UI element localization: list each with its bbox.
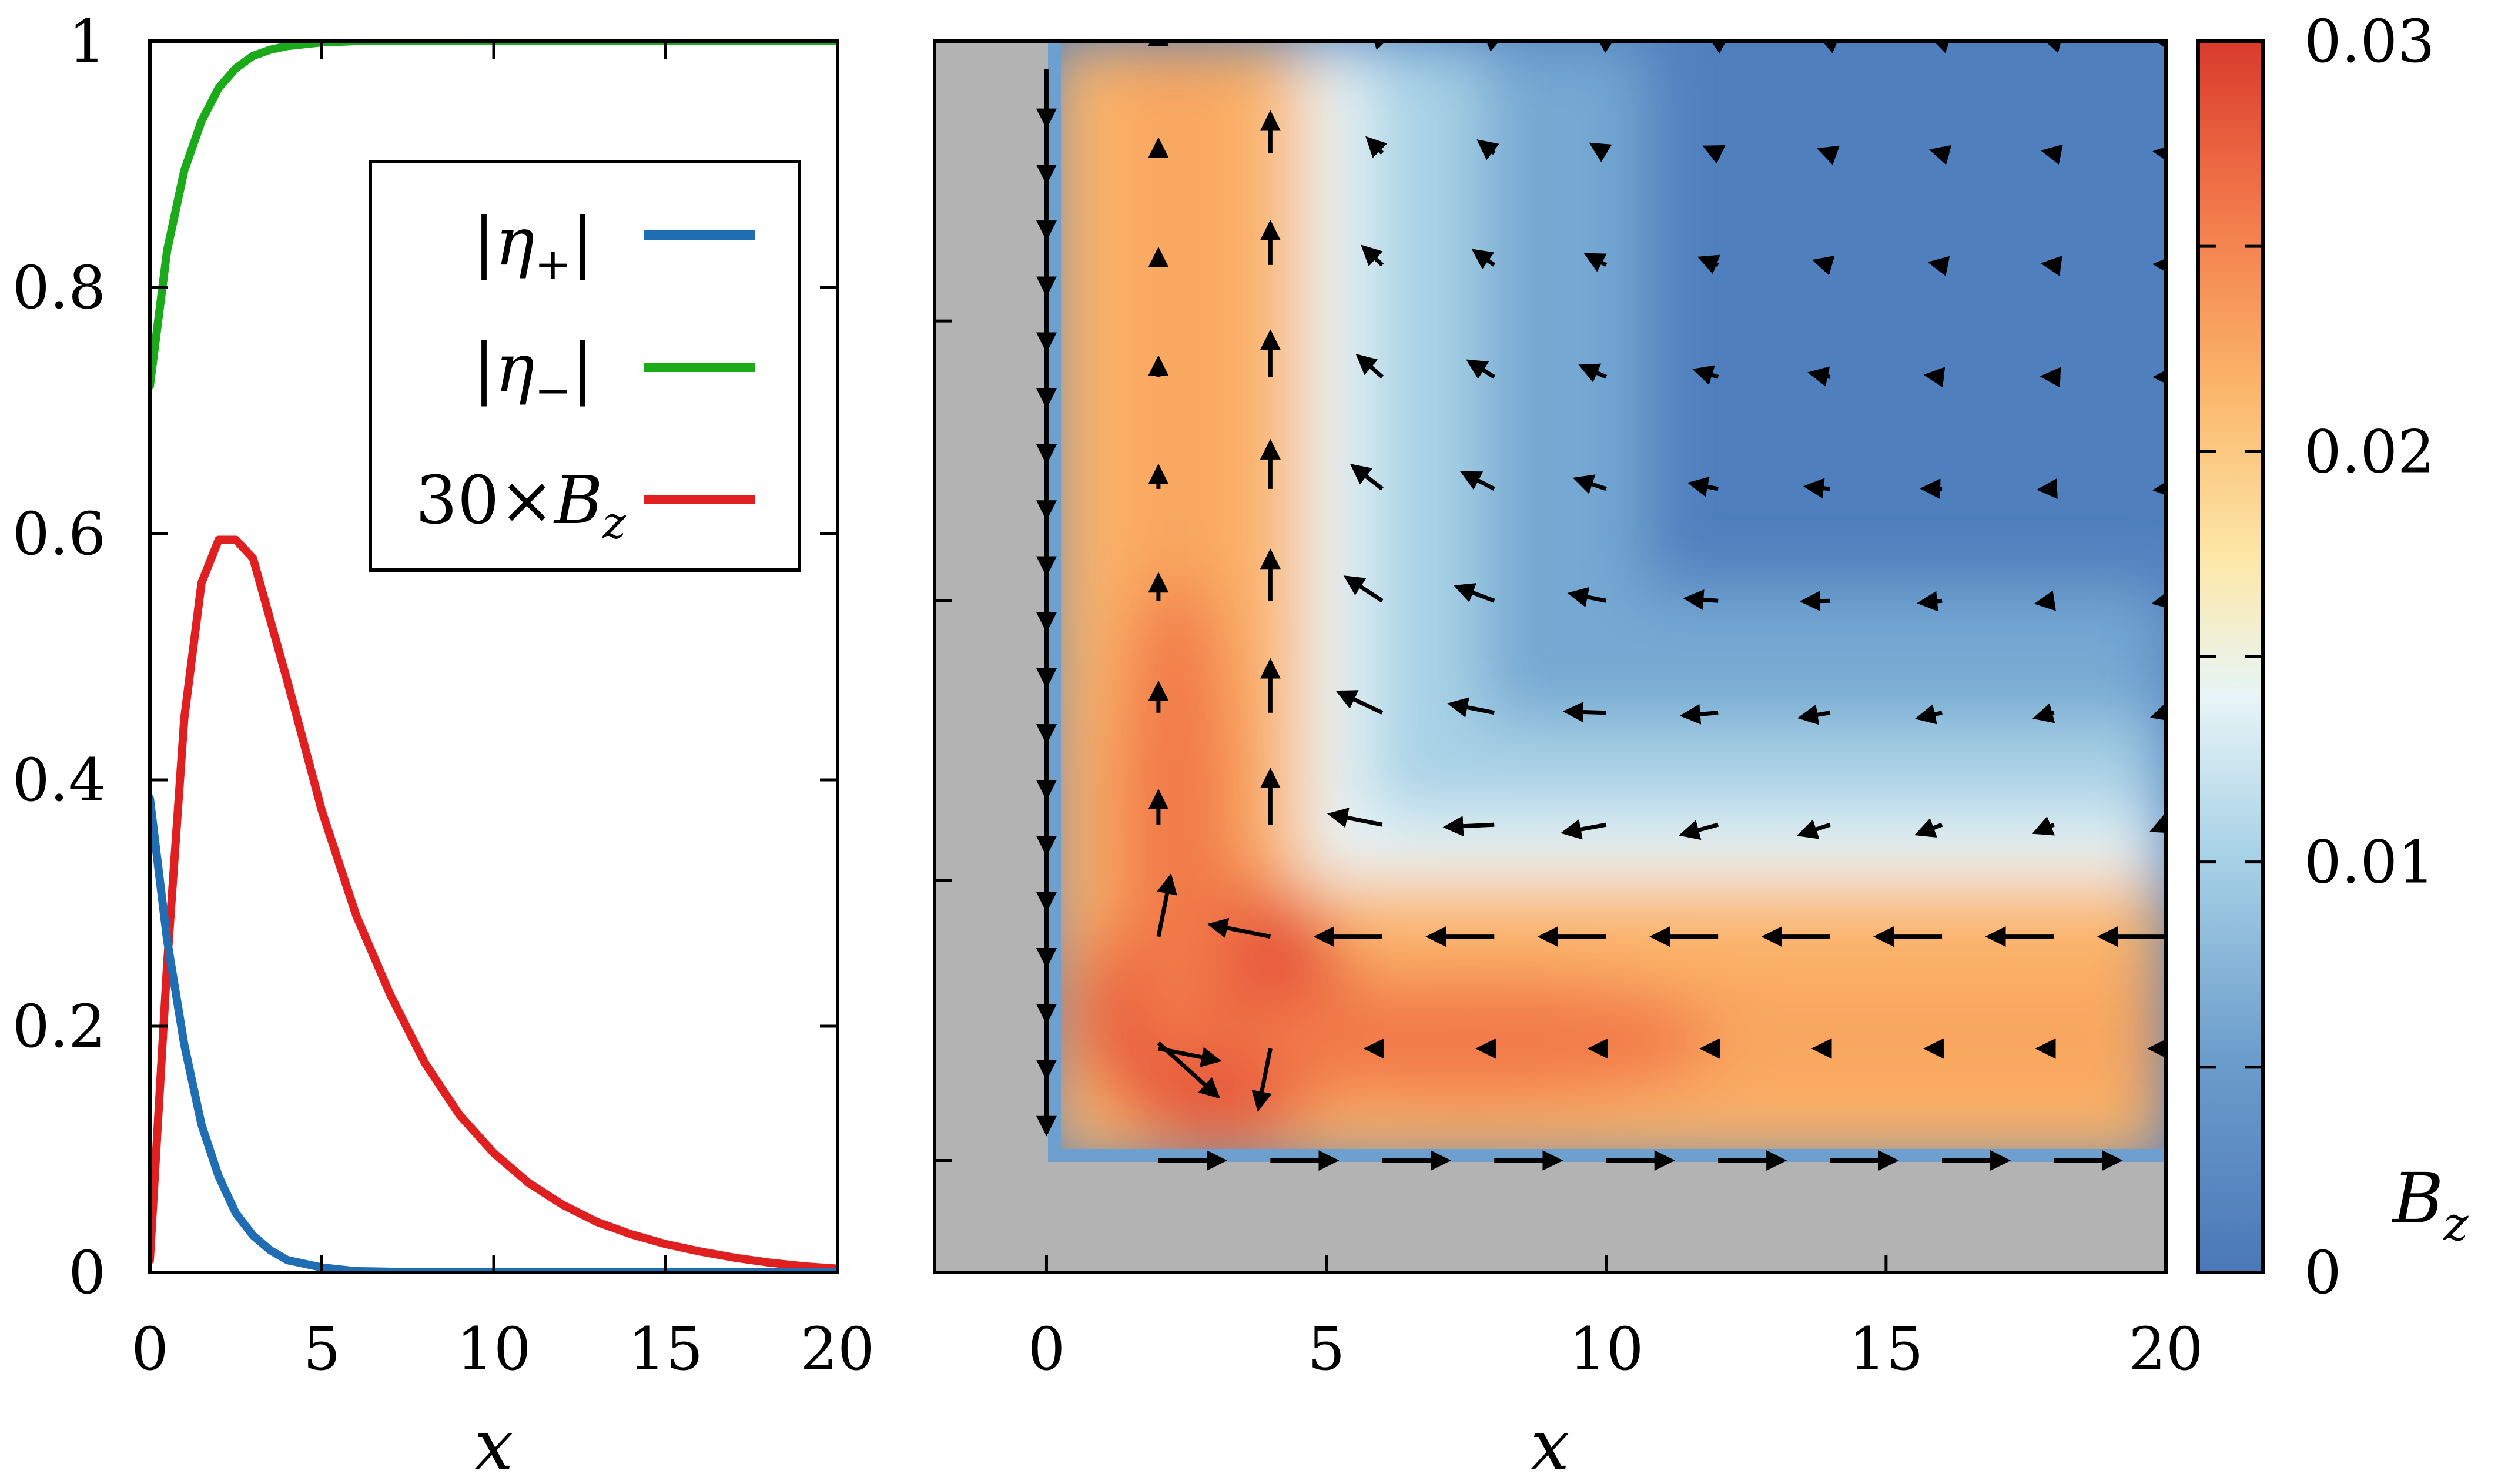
field-arrow [2149, 702, 2166, 722]
field-arrow [1914, 704, 1943, 725]
field-arrow [1327, 808, 1383, 828]
left-x-axis-label: x [474, 1405, 514, 1484]
series-line-eta-plus [150, 794, 838, 1272]
field-arrow [1589, 142, 1612, 162]
field-arrow [1454, 583, 1495, 603]
left-y-tick-label: 0.2 [12, 992, 106, 1061]
legend-label-bz: 30×Bz [416, 463, 627, 548]
right-x-axis-label: x [1531, 1405, 1570, 1484]
field-arrow [1807, 366, 1831, 387]
left-line-chart: 0 5 10 15 20 0 0.2 0.4 0.6 0.8 1 |η+| |η−| 30×Bz x [12, 7, 875, 1484]
field-arrow [1923, 367, 1946, 388]
field-arrow [1572, 474, 1607, 494]
field-arrow [1447, 697, 1495, 718]
colorbar-tick-label: 0.02 [2304, 417, 2435, 486]
field-arrow [1567, 587, 1607, 608]
series-line-bz [150, 535, 838, 1272]
colorbar-tick-label: 0 [2304, 1238, 2342, 1307]
current-arrows [1036, 41, 2166, 1171]
heat-field [1048, 41, 2166, 1162]
field-arrow [1817, 145, 1840, 165]
field-arrow [1578, 363, 1608, 383]
field-arrow [1679, 820, 1719, 840]
left-x-tick-label: 10 [456, 1315, 531, 1383]
field-arrow [1917, 591, 1943, 612]
legend-label-eta-minus: |η−| [473, 330, 594, 416]
right-x-tick-label: 20 [2128, 1315, 2203, 1383]
right-x-tick-label: 0 [1028, 1315, 1066, 1383]
left-y-tick-label: 0 [68, 1238, 106, 1307]
field-arrow [1702, 145, 1726, 164]
field-arrow [1583, 253, 1608, 272]
right-x-tick-label: 15 [1849, 1315, 1923, 1383]
left-x-tick-label: 15 [628, 1315, 703, 1383]
left-y-tick-label: 1 [68, 7, 106, 76]
legend: |η+| |η−| 30×Bz [369, 160, 801, 572]
field-arrow [1251, 1048, 1273, 1112]
field-arrow [1679, 704, 1719, 725]
field-arrow [1803, 478, 1830, 499]
left-x-tick-label: 20 [800, 1315, 875, 1383]
field-arrow [1365, 136, 1388, 158]
field-arrow [1683, 589, 1719, 610]
field-arrow [1156, 873, 1177, 937]
field-arrow [2040, 256, 2062, 276]
colorbar-tick-label: 0.03 [2304, 7, 2435, 76]
field-arrow [1920, 478, 1943, 500]
corner-arrow [1157, 1041, 1221, 1099]
field-arrow [2037, 478, 2058, 500]
right-x-tick-label: 10 [1569, 1315, 1643, 1383]
field-arrow [1812, 255, 1835, 276]
field-arrow [1335, 690, 1384, 715]
field-arrow [1927, 256, 1950, 277]
field-arrow [2032, 816, 2055, 836]
field-arrow [1355, 353, 1384, 379]
field-arrow [1361, 244, 1384, 267]
left-y-tick-label: 0.6 [12, 500, 106, 568]
field-arrow [1928, 145, 1952, 165]
left-x-tick-label: 0 [131, 1315, 169, 1383]
field-arrow [1797, 704, 1831, 725]
field-arrow [1697, 254, 1720, 274]
field-arrow [1343, 575, 1384, 603]
field-arrow [1796, 819, 1831, 839]
left-y-tick-label: 0.4 [12, 746, 106, 815]
right-x-tick-label: 5 [1308, 1315, 1345, 1383]
left-x-tick-label: 5 [303, 1315, 341, 1383]
right-plot-frame [933, 39, 2168, 1274]
field-arrow [2032, 703, 2055, 723]
field-arrow [2149, 814, 2166, 833]
field-arrow [1562, 701, 1606, 722]
legend-label-eta-plus: |η+| [473, 204, 594, 290]
field-arrow [1442, 816, 1495, 837]
field-arrow [1687, 477, 1719, 497]
colorbar: 0 0.01 0.02 0.03 Bz [2196, 7, 2469, 1307]
field-arrow [2040, 144, 2063, 165]
field-arrow [1350, 464, 1384, 491]
field-arrow [1914, 818, 1943, 838]
field-arrow [1561, 819, 1607, 840]
field-arrow [1692, 365, 1719, 385]
right-heatmap: 0 5 10 15 20 x [933, 39, 2204, 1484]
left-y-tick-label: 0.8 [12, 253, 106, 322]
field-arrow [2034, 590, 2056, 611]
field-arrow [1466, 359, 1496, 379]
field-arrow [1471, 249, 1496, 270]
field-arrow [1207, 917, 1271, 939]
series-line-eta-minus [150, 41, 838, 390]
field-arrow [1460, 471, 1495, 491]
colorbar-label: Bz [2392, 1158, 2469, 1251]
colorbar-tick-label: 0.01 [2304, 828, 2435, 897]
field-arrow [1476, 139, 1499, 160]
